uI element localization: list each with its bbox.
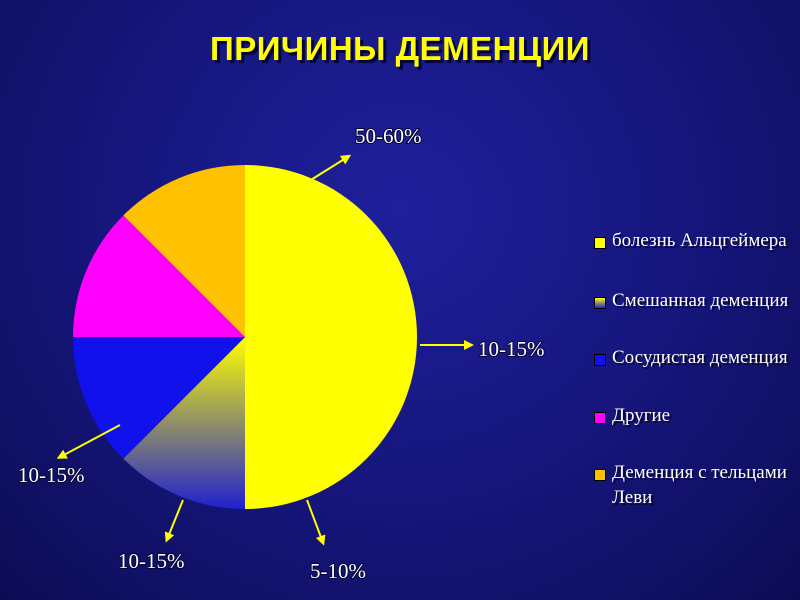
slice-percent-label: 10-15% [118,549,185,573]
pie-slice [245,165,417,509]
legend-swatch [594,354,606,366]
legend-label: Деменция с тельцами Леви [612,462,787,508]
legend-label: болезнь Альцгеймера [612,230,787,251]
arrow-head-icon [56,449,68,459]
slice-labels: 50-60% 10-15% 5-10% 10-15% 10-15% [17,123,546,584]
legend-swatch [594,469,606,481]
legend-label: Другие [612,405,671,426]
slice-percent-label: 50-60% [355,124,422,148]
slide-title: ПРИЧИНЫ ДЕМЕНЦИИ [209,30,591,67]
leader-line [305,157,347,184]
slice-percent-label: 10-15% [18,463,85,487]
slice-percent-label: 5-10% [310,559,366,583]
arrow-head-icon [464,340,474,350]
pie-slices [73,165,417,509]
pie-slice [123,165,245,337]
leader-line [167,499,184,538]
leader-line [61,424,121,457]
pie-slice [73,215,245,337]
arrow-head-icon [315,534,326,546]
arrow-head-icon [340,154,352,165]
slice-percent-label: 10-15% [478,337,545,361]
legend-label: Смешанная деменция [612,290,789,311]
leader-lines [56,154,474,546]
legend-swatch [594,237,606,249]
arrow-head-icon [164,531,175,543]
legend-swatch [594,297,606,309]
legend-label: Сосудистая деменция [612,347,788,368]
pie-slice [123,337,245,509]
legend-swatch [594,412,606,424]
leader-line [306,499,323,541]
